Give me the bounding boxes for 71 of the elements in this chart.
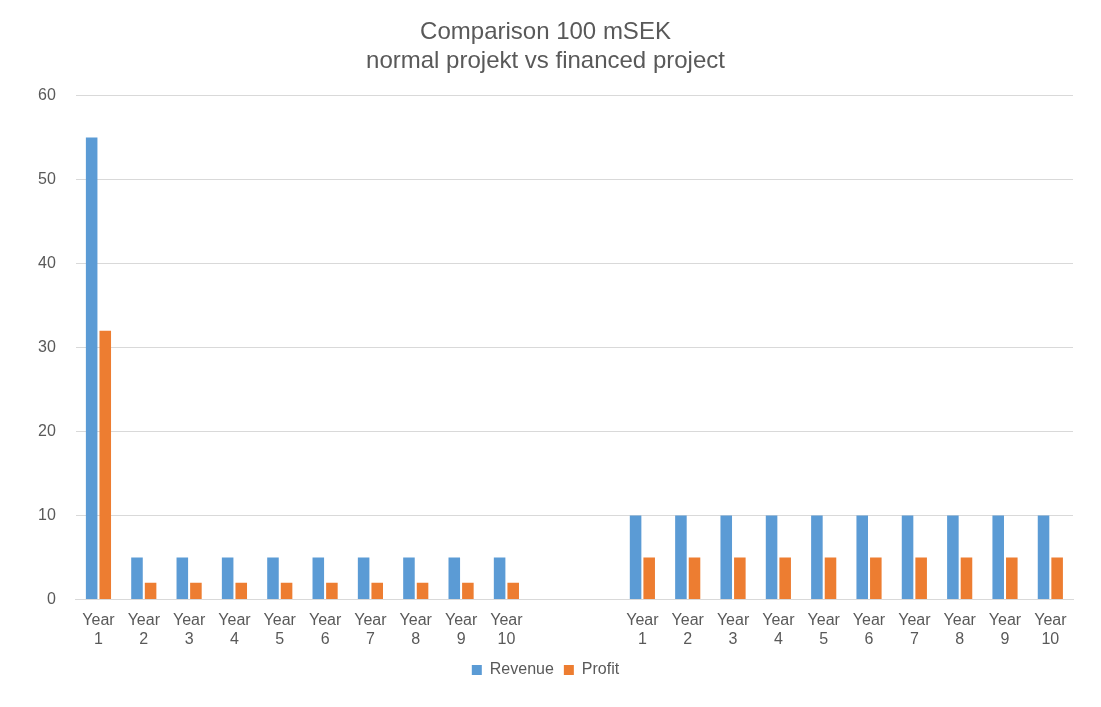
x-tick-label: Year 6 [852, 610, 886, 647]
bar [779, 557, 791, 600]
bar [326, 582, 338, 600]
bar [1037, 515, 1050, 600]
y-tick-label: 0 [46, 590, 56, 608]
bar [176, 557, 189, 600]
text: normal projekt vs financed project [366, 45, 725, 73]
x-tick-label: Year 1 [82, 610, 116, 647]
bar [643, 557, 655, 600]
x-tick-label: Year 4 [218, 610, 252, 647]
x-tick-label: Year 9 [988, 610, 1022, 647]
bar [811, 515, 823, 600]
bar [85, 137, 98, 600]
bar [734, 557, 746, 600]
bar [371, 582, 383, 600]
bar [765, 515, 778, 600]
bar [131, 557, 143, 600]
y-tick-label: 30 [38, 338, 56, 356]
bar [144, 582, 157, 600]
bar [357, 557, 370, 600]
x-tick-label: Year 10 [490, 610, 524, 647]
bar [992, 515, 1004, 600]
x-tick-label: Year 7 [898, 610, 932, 647]
legend-label: Profit [581, 660, 620, 678]
bar [688, 557, 701, 600]
bar [870, 557, 882, 600]
x-tick-label: Year 5 [263, 610, 297, 647]
y-tick-label: 50 [38, 170, 56, 188]
x-tick-label: Year 2 [671, 610, 705, 647]
legend-label: Revenue [489, 660, 554, 678]
y-tick-label: 60 [38, 86, 56, 104]
x-tick-label: Year 7 [354, 610, 388, 647]
y-tick-label: 10 [38, 506, 56, 524]
bar [190, 582, 202, 600]
bar [915, 557, 927, 600]
bar [824, 557, 837, 600]
bar [448, 557, 461, 600]
bar [960, 557, 973, 600]
bar [629, 515, 642, 600]
x-tick-label: Year 2 [127, 610, 161, 647]
x-tick-label: Year 8 [399, 610, 433, 647]
bar [462, 582, 474, 600]
x-tick-label: Year 5 [807, 610, 841, 647]
x-tick-label: Year 10 [1034, 610, 1068, 647]
bar [280, 582, 293, 600]
x-tick-label: Year 8 [943, 610, 977, 647]
bar [235, 582, 248, 600]
bar [99, 330, 112, 600]
bar [720, 515, 733, 600]
bar [493, 557, 506, 600]
x-tick-label: Year 4 [762, 610, 796, 647]
bar [416, 582, 429, 600]
bar [675, 515, 687, 600]
text: Comparison 100 mSEK [420, 17, 671, 45]
y-tick-label: 40 [38, 254, 56, 272]
x-tick-label: Year 6 [308, 610, 342, 647]
x-tick-label: Year 1 [626, 610, 660, 647]
bar [267, 557, 279, 600]
bar [856, 515, 869, 600]
x-tick-label: Year 3 [172, 610, 206, 647]
bar [403, 557, 415, 600]
bar [901, 515, 914, 600]
y-tick-label: 20 [38, 422, 56, 440]
bar [221, 557, 234, 600]
bar [1051, 557, 1063, 600]
bar [1006, 557, 1018, 600]
bar [947, 515, 959, 600]
x-tick-label: Year 9 [444, 610, 478, 647]
x-tick-label: Year 3 [716, 610, 750, 647]
bar [507, 582, 519, 600]
bar [312, 557, 325, 600]
